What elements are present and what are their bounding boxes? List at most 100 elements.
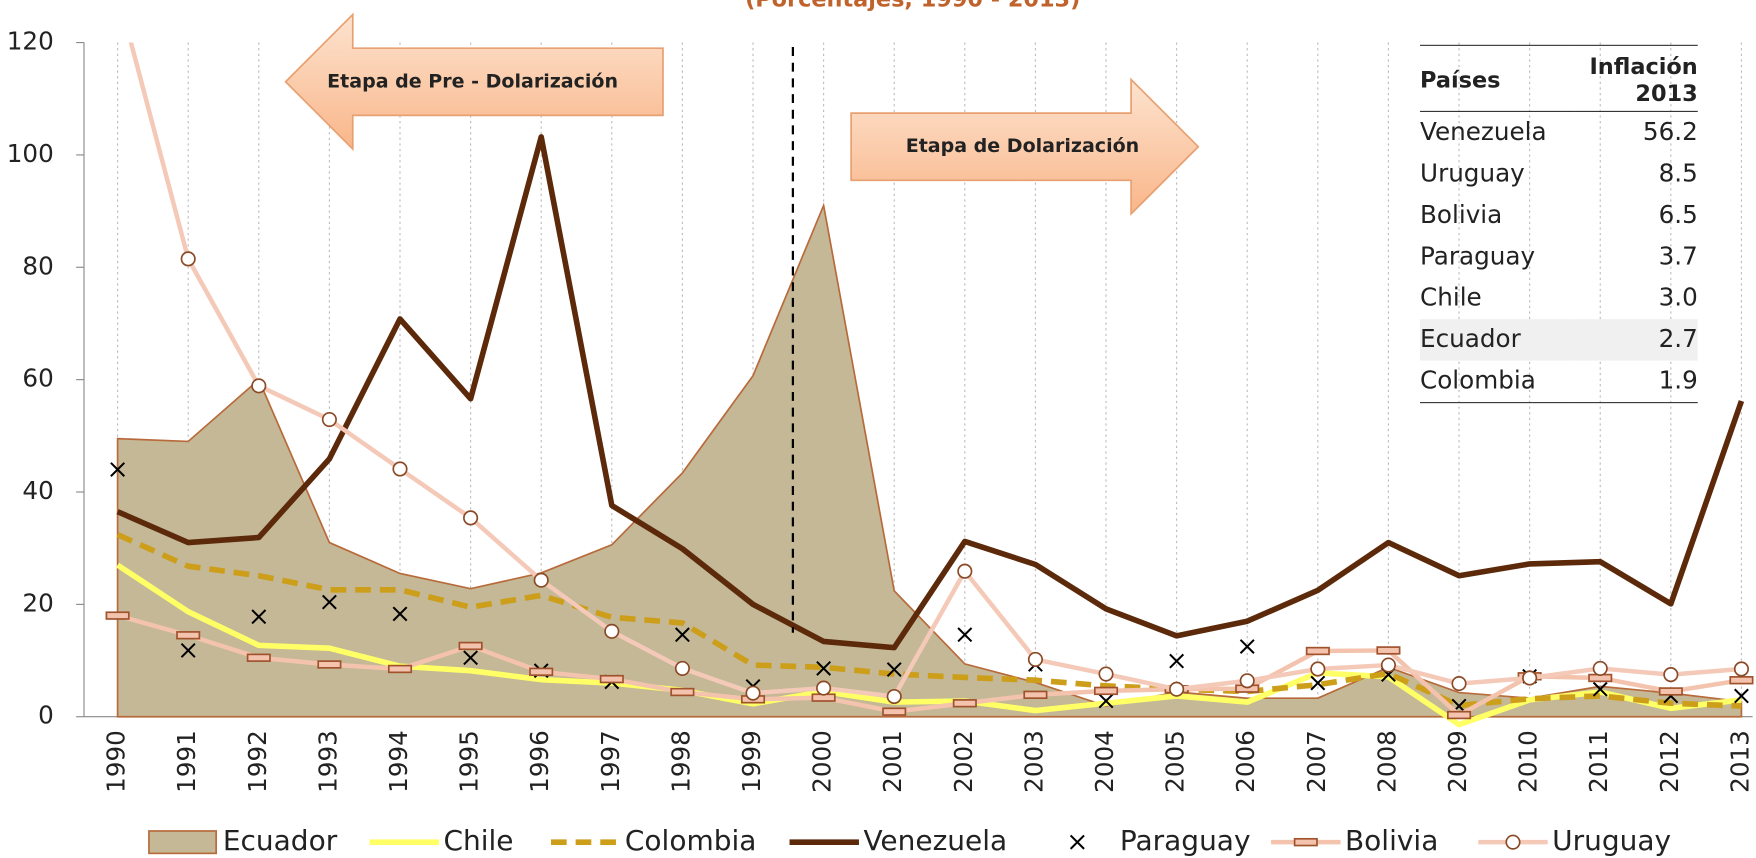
page: (Porcentajes, 1990 - 2013) 0204060801001… [0,0,1756,858]
x-tick-label: 2004 [1090,730,1119,793]
circle-marker [958,565,971,578]
x-tick-label: 2013 [1725,730,1754,793]
y-tick-label: 0 [38,701,54,730]
rect-marker [671,689,693,696]
circle-marker [676,662,689,675]
circle-marker [1311,662,1324,675]
circle-marker [393,462,406,475]
circle-marker [464,511,477,524]
rect-marker [248,654,270,661]
legend-marker [1295,839,1317,846]
value-cell: 3.7 [1575,236,1698,277]
x-tick-label: 1994 [384,730,413,793]
x-tick-label: 2010 [1514,730,1543,793]
x-tick-label: 2002 [949,730,978,793]
x-tick-label: 1990 [102,730,131,793]
rect-marker [1307,648,1329,655]
x-tick-label: 2003 [1019,730,1048,793]
rect-marker [954,700,976,707]
rect-marker [1730,677,1752,684]
legend-label: Paraguay [1120,824,1251,857]
chart-subtitle: (Porcentajes, 1990 - 2013) [745,0,1080,12]
x-tick-label: 2000 [808,730,837,793]
circle-marker [746,686,759,699]
circle-marker [1241,674,1254,687]
circle-marker [1170,682,1183,695]
country-cell: Colombia [1420,361,1575,403]
x-tick-label: 1991 [172,730,201,793]
rect-marker [459,643,481,650]
country-cell: Ecuador [1420,319,1575,360]
table-row: Paraguay3.7 [1420,236,1698,277]
circle-marker [323,413,336,426]
legend-label: Venezuela [863,824,1007,857]
x-tick-label: 2009 [1443,730,1472,793]
rect-marker [1024,691,1046,698]
x-tick-label: 1995 [455,730,484,793]
circle-marker [1099,667,1112,680]
table-row: Colombia1.9 [1420,361,1698,403]
x-tick-label: 2001 [878,730,907,793]
rect-marker [106,612,128,619]
value-cell: 3.0 [1575,278,1698,319]
legend-label: Chile [443,824,513,857]
y-tick-label: 100 [7,139,54,168]
legend-marker [1506,835,1519,848]
circle-marker [1523,671,1536,684]
y-tick-label: 80 [22,251,53,280]
y-tick-label: 40 [22,476,53,505]
country-cell: Paraguay [1420,236,1575,277]
rect-marker [601,676,623,683]
rect-marker [1377,647,1399,654]
legend-label: Ecuador [223,824,338,857]
x-tick-label: 2011 [1584,730,1613,793]
value-cell: 56.2 [1575,111,1698,153]
annotation: Etapa de Pre - Dolarización [327,70,618,92]
country-cell: Venezuela [1420,111,1575,153]
value-cell: 6.5 [1575,195,1698,236]
country-cell: Chile [1420,278,1575,319]
circle-marker [534,573,547,586]
rect-marker [1448,712,1470,719]
circle-marker [1382,658,1395,671]
legend-label: Bolivia [1345,824,1438,857]
x-tick-label: 2006 [1231,730,1260,793]
circle-marker [1452,677,1465,690]
x-tick-label: 2005 [1161,730,1190,793]
legend-swatch [1071,835,1084,848]
x-tick-label: 1996 [525,730,554,793]
x-tick-label: 2008 [1372,730,1401,793]
x-tick-label: 1997 [596,730,625,793]
circle-marker [605,625,618,638]
x-tick-label: 1993 [313,730,342,793]
value-cell: 2.7 [1575,319,1698,360]
rect-marker [318,661,340,668]
header-cell: Países [1420,45,1575,111]
circle-marker [1664,668,1677,681]
circle-marker [181,252,194,265]
chart-wrap: (Porcentajes, 1990 - 2013) 0204060801001… [0,0,1756,858]
table-header: Países Inflación 2013 [1420,45,1698,111]
circle-marker [1735,662,1748,675]
circle-marker [817,681,830,694]
x-tick-label: 1992 [243,730,272,793]
legend-swatch [149,831,216,853]
circle-marker [252,379,265,392]
circle-marker [1029,653,1042,666]
annotation: Etapa de Dolarización [906,135,1140,157]
y-tick-label: 120 [7,27,54,56]
y-tick-label: 20 [22,588,53,617]
rect-marker [883,708,905,715]
rect-marker [1095,688,1117,695]
cross-marker [958,628,971,641]
value-cell: 8.5 [1575,153,1698,194]
x-tick-label: 1998 [666,730,695,793]
rect-marker [389,666,411,673]
x-tick-label: 1999 [737,730,766,793]
legend-label: Uruguay [1552,824,1671,857]
rect-marker [1660,688,1682,695]
